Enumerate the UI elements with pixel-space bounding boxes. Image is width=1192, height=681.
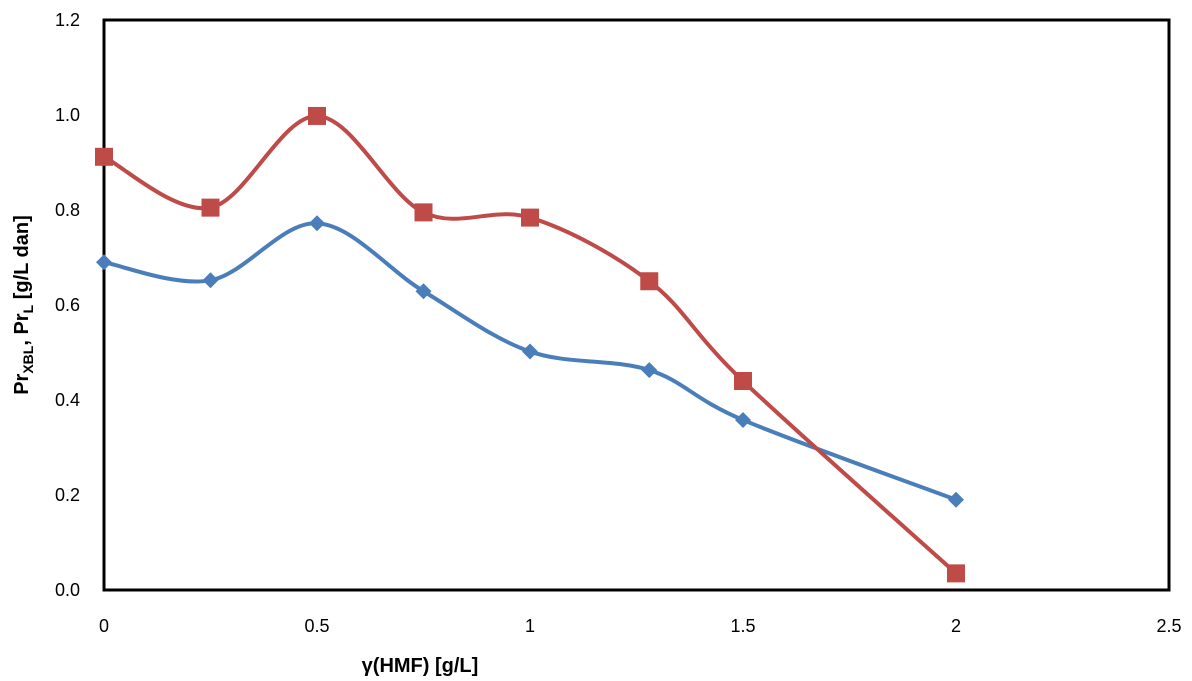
y-axis-title: PrXBL, PrL [g/L dan] — [11, 215, 36, 395]
y-tick-label: 0.4 — [55, 390, 80, 410]
series-1-point — [96, 254, 112, 271]
x-tick-label: 0 — [99, 616, 109, 636]
x-tick-label: 1 — [525, 616, 535, 636]
series-1-point — [202, 272, 219, 289]
y-tick-label: 0.2 — [55, 485, 80, 505]
plot-area-frame — [102, 18, 1171, 592]
y-axis-title-part: Pr — [11, 373, 33, 394]
y-tick-label: 0.0 — [55, 580, 80, 600]
y-axis-title-part: , Pr — [11, 313, 33, 345]
y-axis-title-subscript: XBL — [20, 345, 36, 373]
series-2-point — [521, 208, 539, 227]
y-tick-label: 0.6 — [55, 295, 80, 315]
y-tick-label: 1.0 — [55, 105, 80, 125]
series-group — [95, 106, 965, 583]
x-axis-ticks: 0 0.5 1 1.5 2 2.5 — [99, 616, 1182, 636]
series-2 — [95, 106, 965, 583]
series-1-point — [735, 411, 751, 428]
y-tick-label: 0.8 — [55, 200, 80, 220]
x-tick-label: 0.5 — [304, 616, 329, 636]
series-2-point — [201, 198, 220, 217]
y-axis-ticks: 0.0 0.2 0.4 0.6 0.8 1.0 1.2 — [55, 10, 80, 600]
series-2-point — [414, 203, 433, 222]
y-axis-title-part: [g/L dan] — [11, 215, 33, 305]
series-1-point — [309, 215, 325, 232]
y-axis-title-subscript: L — [20, 304, 36, 313]
series-2-point — [95, 147, 113, 166]
x-axis-title: γ(HMF) [g/L] — [362, 655, 479, 677]
series-2-point — [734, 372, 752, 390]
series-1 — [96, 215, 964, 508]
x-tick-label: 2 — [951, 616, 961, 636]
y-tick-label: 1.2 — [55, 10, 80, 30]
series-2-point — [308, 106, 326, 125]
x-tick-label: 1.5 — [730, 616, 755, 636]
series-1-point — [948, 491, 964, 508]
x-tick-label: 2.5 — [1156, 616, 1181, 636]
series-2-point — [947, 564, 965, 583]
series-1-point — [641, 362, 658, 379]
series-2-point — [640, 272, 659, 291]
series-1-point — [522, 343, 538, 360]
series-1-point — [415, 283, 432, 300]
